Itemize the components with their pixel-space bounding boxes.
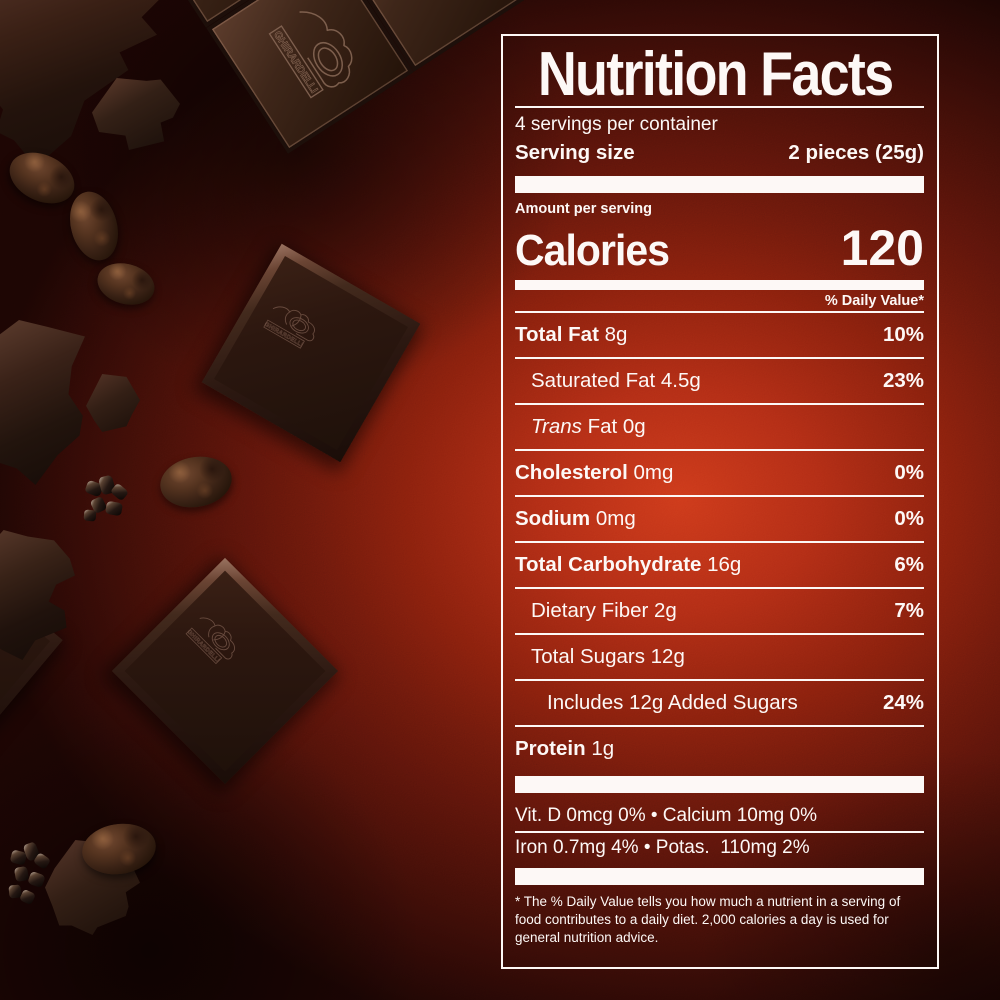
svg-text:GHIRARDELLI: GHIRARDELLI: [271, 30, 319, 96]
